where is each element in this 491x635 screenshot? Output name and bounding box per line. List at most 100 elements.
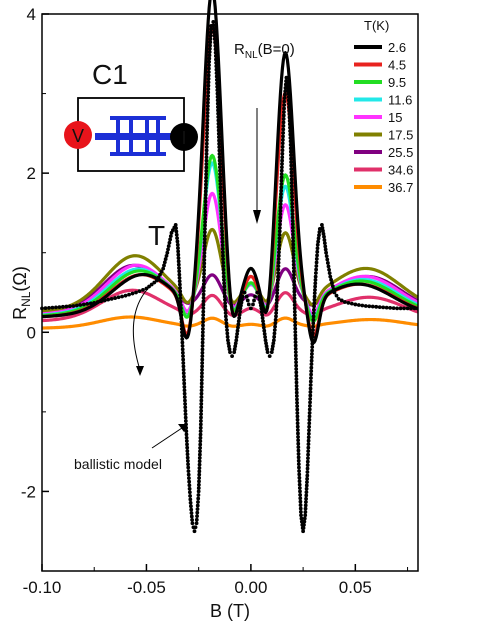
ballistic-point [257,297,262,302]
ballistic-point [178,299,183,304]
ballistic-point [182,391,187,396]
ballistic-point [199,405,204,410]
ballistic-point [168,237,173,242]
ballistic-point [200,347,205,352]
ballistic-point [201,295,206,300]
ballistic-point [74,303,79,308]
ballistic-point [282,96,287,101]
legend-label: 2.6 [388,40,406,55]
y-tick-label: 4 [27,5,36,24]
ballistic-point [313,278,318,282]
ballistic-point [195,507,200,512]
ballistic-point [217,162,222,166]
ballistic-point [280,162,284,166]
ballistic-point [235,331,240,336]
ballistic-point [220,229,224,234]
ballistic-point [57,305,62,309]
ballistic-point [64,304,69,309]
ballistic-point [315,246,320,251]
ballistic-point [294,390,299,395]
ballistic-point [212,37,217,41]
ballistic-point [289,156,293,161]
ballistic-point [278,205,283,210]
ballistic-point [293,336,298,341]
ballistic-point [204,151,209,156]
ballistic-point [353,302,358,307]
ballistic-point [202,247,207,252]
ballistic-point [208,33,213,38]
ballistic-point [43,306,48,311]
ballistic-point [221,264,226,269]
ballistic-point [221,253,225,258]
ballistic-point [220,250,225,255]
ballistic-point [181,367,186,372]
ballistic-point [310,348,314,353]
ballistic-point [217,151,222,156]
ballistic-point [217,158,222,163]
ballistic-point [306,435,311,440]
ballistic-point [214,64,219,69]
ballistic-point [206,90,211,95]
ballistic-arrow-head [178,424,188,432]
device-schematic: C1 V I [64,59,198,172]
ballistic-point [203,192,208,197]
ballistic-point [198,432,203,437]
ballistic-point [175,239,180,244]
ballistic-point [106,297,111,302]
ballistic-point [223,304,228,309]
ballistic-point [239,300,244,305]
ballistic-point [179,313,184,318]
ballistic-point [204,155,209,160]
ballistic-point [205,114,210,119]
ballistic-point [291,256,296,260]
ballistic-point [296,462,301,467]
ballistic-point [279,182,284,186]
ballistic-point [222,281,226,286]
ballistic-point [181,371,186,376]
ballistic-point [288,142,293,147]
legend-label: 9.5 [388,75,406,90]
ballistic-point [271,341,276,346]
ballistic-point [301,526,306,530]
ballistic-point [205,107,210,112]
ballistic-point [204,141,209,146]
ballistic-point [189,511,194,515]
ballistic-point [197,466,202,470]
ballistic-point [305,466,310,471]
ballistic-point [180,350,185,355]
ballistic-point [219,198,223,203]
ballistic-point [198,422,203,427]
ballistic-point [214,57,218,62]
ballistic-point [259,309,264,314]
ballistic-point [201,316,206,321]
ballistic-point [412,306,417,311]
ballistic-point [204,148,209,153]
ballistic-point [307,407,312,412]
ballistic-point [265,350,270,355]
ballistic-point [291,249,296,254]
ballistic-point [281,120,286,125]
ballistic-point [234,338,239,343]
ballistic-point [294,380,299,385]
ballistic-point [286,88,290,93]
ballistic-point [322,238,327,242]
ballistic-point [272,328,277,332]
ballistic-point [309,372,313,377]
ballistic-point [314,260,319,265]
ballistic-point [308,393,313,398]
ballistic-point [317,230,322,234]
ballistic-point [402,306,406,311]
ballistic-point [296,438,301,443]
ballistic-point [277,243,282,248]
ballistic-point [198,425,203,430]
ballistic-point [295,397,299,402]
ballistic-point [220,236,225,241]
ballistic-point [299,516,304,521]
ballistic-point [196,486,201,490]
ballistic-point [240,294,245,299]
ballistic-point [199,384,204,389]
ballistic-point [276,260,281,265]
ballistic-point [60,304,65,309]
ballistic-point [322,241,327,246]
ballistic-point [279,188,284,193]
